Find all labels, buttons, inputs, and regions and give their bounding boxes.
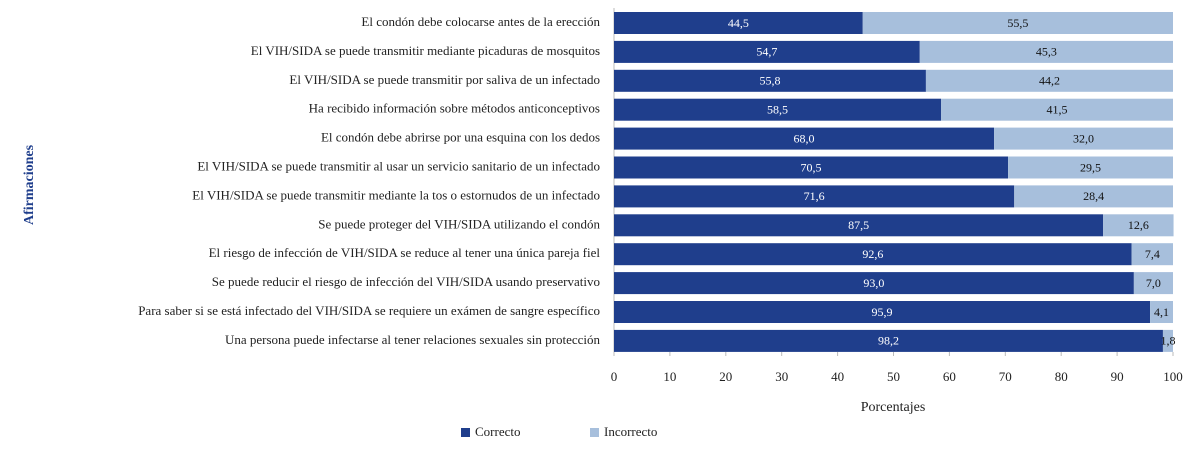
category-label: Para saber si se está infectado del VIH/… xyxy=(138,303,600,318)
bar-segment xyxy=(614,214,1104,237)
category-label: El VIH/SIDA se puede transmitir por sali… xyxy=(289,72,600,87)
bar-segment xyxy=(1162,329,1173,352)
value-label: 44,2 xyxy=(1039,74,1060,88)
value-label: 7,4 xyxy=(1145,247,1160,261)
bar-segment xyxy=(1150,301,1173,323)
bar-segment xyxy=(614,98,942,121)
bar-segment xyxy=(614,329,1163,352)
value-label: 32,0 xyxy=(1073,131,1094,145)
value-label: 71,6 xyxy=(804,189,825,203)
bar-segment xyxy=(614,40,920,63)
bar-segment xyxy=(614,127,995,150)
x-tick-label: 20 xyxy=(719,369,732,384)
bar-segment xyxy=(614,272,1134,295)
value-label: 45,3 xyxy=(1036,45,1057,59)
x-axis-title: Porcentajes xyxy=(861,400,926,415)
value-label: 41,5 xyxy=(1047,102,1068,116)
value-label: 87,5 xyxy=(848,218,869,232)
value-label: 70,5 xyxy=(801,160,822,174)
value-label: 93,0 xyxy=(863,276,884,290)
x-tick-label: 0 xyxy=(611,369,618,384)
bar-segment xyxy=(1014,185,1173,208)
bar-segment xyxy=(919,40,1173,63)
x-tick-label: 80 xyxy=(1055,369,1068,384)
x-tick-label: 50 xyxy=(887,369,900,384)
category-label: Se puede reducir el riesgo de infección … xyxy=(212,274,600,289)
legend-label: Correcto xyxy=(475,424,520,439)
bar-segment xyxy=(862,12,1173,34)
bar-segment xyxy=(925,69,1173,92)
x-tick-label: 40 xyxy=(831,369,844,384)
bar-segment xyxy=(614,301,1151,323)
category-label: Ha recibido información sobre métodos an… xyxy=(309,101,600,116)
value-label: 12,6 xyxy=(1128,218,1149,232)
bar-segment xyxy=(994,127,1173,150)
x-tick-label: 70 xyxy=(999,369,1012,384)
bar-segment xyxy=(614,156,1009,179)
category-label: El VIH/SIDA se puede transmitir mediante… xyxy=(251,43,600,58)
bar-segment xyxy=(614,69,926,92)
value-label: 7,0 xyxy=(1146,276,1161,290)
category-label: El VIH/SIDA se puede transmitir mediante… xyxy=(192,187,600,202)
value-label: 1,8 xyxy=(1160,334,1175,348)
bar-segment xyxy=(1131,243,1173,266)
legend-swatch xyxy=(461,428,470,437)
value-label: 54,7 xyxy=(756,45,777,59)
category-label: Se puede proteger del VIH/SIDA utilizand… xyxy=(318,216,600,231)
value-label: 4,1 xyxy=(1154,305,1169,319)
value-label: 55,8 xyxy=(759,74,780,88)
value-label: 55,5 xyxy=(1007,16,1028,30)
category-label: El riesgo de infección de VIH/SIDA se re… xyxy=(209,245,601,260)
value-label: 29,5 xyxy=(1080,160,1101,174)
bar-segment xyxy=(941,98,1173,121)
category-label: El condón debe colocarse antes de la ere… xyxy=(361,14,600,29)
bar-segment xyxy=(614,12,863,34)
x-tick-label: 100 xyxy=(1163,369,1183,384)
x-tick-label: 10 xyxy=(663,369,676,384)
value-label: 92,6 xyxy=(862,247,883,261)
bar-segment xyxy=(614,243,1132,266)
bar-segment xyxy=(614,185,1015,208)
value-label: 44,5 xyxy=(728,16,749,30)
value-label: 68,0 xyxy=(794,131,815,145)
value-label: 95,9 xyxy=(872,305,893,319)
legend-label: Incorrecto xyxy=(604,424,657,439)
bar-segment xyxy=(1133,272,1173,295)
value-label: 58,5 xyxy=(767,102,788,116)
value-label: 98,2 xyxy=(878,334,899,348)
value-label: 28,4 xyxy=(1083,189,1104,203)
category-label: El condón debe abrirse por una esquina c… xyxy=(321,130,600,145)
x-tick-label: 90 xyxy=(1111,369,1124,384)
bar-segment xyxy=(1103,214,1174,237)
category-label: Una persona puede infectarse al tener re… xyxy=(225,332,601,347)
legend-swatch xyxy=(590,428,599,437)
x-tick-label: 60 xyxy=(943,369,956,384)
bar-segment xyxy=(1008,156,1173,179)
category-label: El VIH/SIDA se puede transmitir al usar … xyxy=(197,158,600,173)
y-axis-title: Afirmaciones xyxy=(22,144,37,225)
x-tick-label: 30 xyxy=(775,369,788,384)
